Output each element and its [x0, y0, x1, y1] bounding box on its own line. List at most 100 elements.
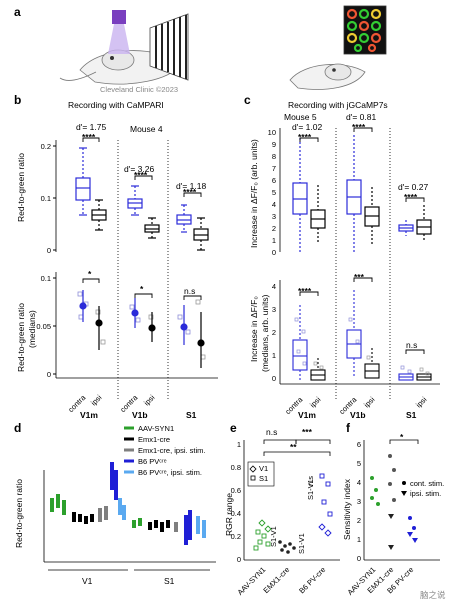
panel-c-median-boxplots: [292, 290, 432, 382]
panel-f-sig-bracket: [389, 439, 419, 444]
panel-c-top-axis: 10 9 8 7 6 5 4 3 2 1 0: [268, 128, 281, 257]
svg-text:5: 5: [272, 188, 276, 197]
panel-d-ylabel: Red-to-green ratio: [14, 479, 24, 548]
panel-d-axes: [43, 470, 216, 563]
panel-c-sig-top: ****: [352, 122, 366, 132]
svg-text:2: 2: [357, 516, 361, 525]
panel-e-axes: 1 0.8 0.6 0.4 0.2 0: [231, 440, 340, 564]
panel-c-region-dividers: [335, 128, 391, 400]
panel-b-ylabel-top: Red-to-green ratio: [16, 153, 26, 222]
svg-text:0.4: 0.4: [231, 509, 241, 518]
panel-label-b: b: [14, 93, 21, 107]
svg-text:V1: V1: [259, 464, 268, 473]
panel-d-region-s1: S1: [164, 576, 175, 586]
credit-text: Cleveland Clinic ©2023: [100, 85, 178, 94]
panel-c-mouse-label: Mouse 5: [284, 112, 317, 122]
panel-c-region-s1: S1: [406, 410, 417, 420]
svg-text:0.2: 0.2: [231, 532, 241, 541]
svg-text:1: 1: [357, 535, 361, 544]
svg-text:S1: S1: [259, 474, 268, 483]
panel-c-sig-top: ****: [298, 132, 312, 142]
panel-b-sig-top: ****: [183, 187, 197, 197]
panel-e-sig-label: **: [290, 442, 297, 452]
panel-c-dprime-v1b: d'= 0.81: [346, 112, 376, 122]
svg-text:ipsi: ipsi: [414, 395, 429, 410]
panel-f-xticks: AAV-SYN1 EMX1-cre B6 PV-cre: [345, 565, 415, 597]
svg-text:B6 PVᶜʳᵉ: B6 PVᶜʳᵉ: [138, 457, 167, 466]
panel-c-sig-bottom: ***: [354, 272, 365, 282]
panel-e-sig-brackets: [263, 439, 331, 456]
panel-b-ytick: 0.05: [36, 322, 51, 331]
panel-c-ylabel-bottom: Increase in ΔF/F₀: [249, 296, 259, 362]
panel-b-ytick: 0.2: [41, 142, 51, 151]
panel-f-points: [370, 454, 418, 550]
panel-c-ylabel-top: Increase in ΔF/F₀ (arb. units): [249, 139, 259, 248]
svg-text:3: 3: [272, 212, 276, 221]
svg-text:0.8: 0.8: [231, 463, 241, 472]
svg-text:9: 9: [272, 140, 276, 149]
svg-text:ipsi. stim.: ipsi. stim.: [410, 489, 441, 498]
panel-b-region-v1b: V1b: [132, 410, 148, 420]
panel-e-ylabel: RGR range: [224, 493, 234, 536]
svg-text:7: 7: [272, 164, 276, 173]
panel-b-dprime-v1m: d'= 1.75: [76, 122, 106, 132]
panel-c-title: Recording with jGCaMP7s: [288, 100, 388, 110]
svg-text:6: 6: [357, 440, 361, 449]
panel-c-sig-bottom: n.s: [406, 340, 417, 350]
panel-b-region-s1: S1: [186, 410, 197, 420]
panel-b-median-points: [77, 290, 206, 368]
svg-text:ipsi: ipsi: [89, 393, 104, 408]
panel-c-sig-bottom: ****: [298, 286, 312, 296]
svg-text:0: 0: [272, 248, 276, 257]
panel-c-sig-brackets-bottom: [299, 277, 425, 354]
svg-text:Emx1-cre, ipsi. stim.: Emx1-cre, ipsi. stim.: [138, 446, 206, 455]
svg-text:4: 4: [272, 282, 276, 291]
svg-text:Emx1-cre: Emx1-cre: [138, 435, 170, 444]
panel-d-region-v1: V1: [82, 576, 93, 586]
panel-e-xticks: AAV-SYN1 EMX1-cre B6 PV-cre: [235, 565, 327, 597]
panel-e-side-label: S1-V1: [269, 526, 278, 547]
panel-b-mouse-label: Mouse 4: [130, 124, 163, 134]
panel-b-ytick: 0: [47, 246, 51, 255]
panel-e-legend: V1 S1: [247, 461, 275, 487]
svg-text:4: 4: [272, 200, 276, 209]
panel-b-bottom-axis: 0.1 0.05 0: [36, 272, 218, 379]
panel-b-title: Recording with CaMPARI: [68, 100, 164, 110]
svg-text:1: 1: [272, 236, 276, 245]
panel-b-sig-brackets-top: [82, 137, 202, 197]
panel-label-a: a: [14, 5, 21, 19]
panel-b-sig-bottom: n.s: [184, 286, 195, 296]
svg-text:0: 0: [357, 554, 361, 563]
svg-text:ipsi: ipsi: [142, 393, 157, 408]
panel-label-e: e: [230, 421, 237, 435]
panel-b-dprime-v1b: d'= 3.26: [124, 164, 154, 174]
panel-b-dprime-s1: d'= 1.18: [176, 181, 206, 191]
mouse-illustration-right: [289, 63, 366, 90]
panel-d-legend: AAV-SYN1 Emx1-cre Emx1-cre, ipsi. stim. …: [124, 424, 206, 477]
svg-text:0: 0: [272, 374, 276, 383]
svg-text:10: 10: [268, 128, 276, 137]
panel-b-region-v1m: V1m: [80, 410, 98, 420]
panel-e-side-label: S1-V1: [297, 533, 306, 554]
panel-label-c: c: [244, 93, 251, 107]
svg-text:ipsi: ipsi: [308, 395, 323, 410]
panel-e-points: [253, 473, 333, 554]
panel-b-region-dividers: [117, 140, 169, 400]
panel-c-sig-top: ****: [404, 192, 418, 202]
svg-text:AAV-SYN1: AAV-SYN1: [235, 565, 267, 597]
svg-text:0: 0: [237, 555, 241, 564]
panel-e-s1-v1-label: S1-V1: [306, 479, 315, 500]
grating-stimulus: [149, 13, 189, 81]
svg-text:0.6: 0.6: [231, 486, 241, 495]
svg-text:1: 1: [272, 351, 276, 360]
panel-label-f: f: [346, 421, 351, 435]
panel-b-ytick: 0: [47, 370, 51, 379]
svg-text:3: 3: [272, 305, 276, 314]
svg-text:ipsi: ipsi: [362, 395, 377, 410]
panel-f-axes: 6 5 4 3 2 1 0: [357, 440, 440, 563]
colored-rings-stimulus: [343, 5, 387, 55]
panel-c-sig-brackets-top: [299, 127, 425, 202]
panel-b-sig-bottom: *: [140, 284, 144, 294]
watermark: 脑之说: [420, 590, 446, 600]
svg-text:B6 PV-cre: B6 PV-cre: [297, 565, 327, 595]
